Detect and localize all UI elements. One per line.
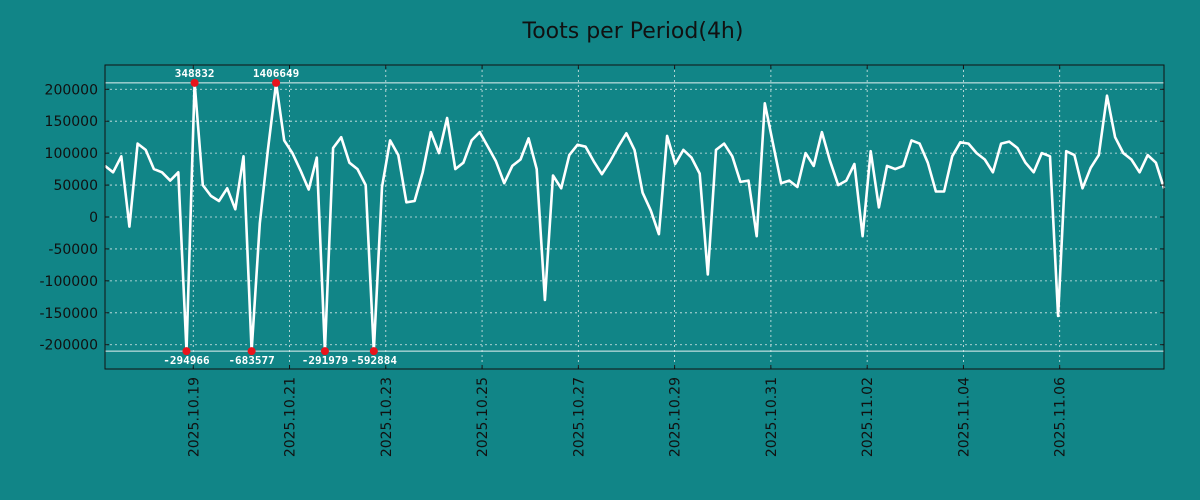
x-tick-label: 2025.10.27: [571, 377, 587, 457]
grid-layer: [105, 65, 1164, 369]
y-tick-label: -150000: [40, 306, 99, 322]
y-tick-label: -100000: [40, 274, 99, 290]
x-tick-label: 2025.10.31: [764, 377, 780, 457]
outlier-label: -683577: [228, 354, 274, 367]
outlier-label: -291979: [302, 354, 348, 367]
y-tick-label: 50000: [53, 178, 98, 194]
y-tick-label: -200000: [40, 338, 99, 354]
outlier-marker: [182, 347, 191, 356]
chart-title: Toots per Period(4h): [522, 19, 744, 44]
y-tick-label: -50000: [48, 242, 98, 258]
y-tick-label: 200000: [45, 82, 98, 98]
outlier-label: -592884: [351, 354, 398, 367]
y-tick-label: 0: [89, 210, 98, 226]
outlier-marker: [369, 347, 378, 356]
x-axis: 2025.10.19 2025.10.21 2025.10.23 2025.10.25…: [186, 65, 1069, 457]
outlier-label: -294966: [163, 354, 210, 367]
outlier-marker: [247, 347, 256, 356]
outlier-label: 1406649: [253, 67, 299, 80]
y-tick-label: 100000: [45, 146, 98, 162]
x-tick-label: 2025.10.23: [379, 377, 395, 457]
series-line: [104, 81, 1166, 353]
x-tick-label: 2025.10.19: [186, 377, 202, 457]
marker-layer: [182, 78, 378, 356]
x-tick-label: 2025.11.06: [1053, 377, 1069, 457]
annotation-layer: 348832 1406649 -294966 -683577 -291979 -59288…: [163, 67, 397, 367]
x-tick-label: 2025.10.29: [668, 377, 684, 457]
outlier-marker: [320, 347, 329, 356]
y-tick-label: 150000: [45, 114, 98, 130]
x-tick-label: 2025.10.21: [283, 377, 299, 457]
clip-lines: [105, 82, 1164, 352]
x-tick-label: 2025.11.02: [860, 377, 876, 457]
outlier-marker: [272, 78, 281, 87]
outlier-marker: [190, 78, 199, 87]
x-tick-label: 2025.10.25: [475, 377, 491, 457]
series-layer: [104, 81, 1166, 353]
x-tick-label: 2025.11.04: [956, 377, 972, 457]
y-axis: 200000 150000 100000 50000 0 -50000 -100000 -15…: [40, 82, 1164, 354]
outlier-label: 348832: [175, 67, 215, 80]
